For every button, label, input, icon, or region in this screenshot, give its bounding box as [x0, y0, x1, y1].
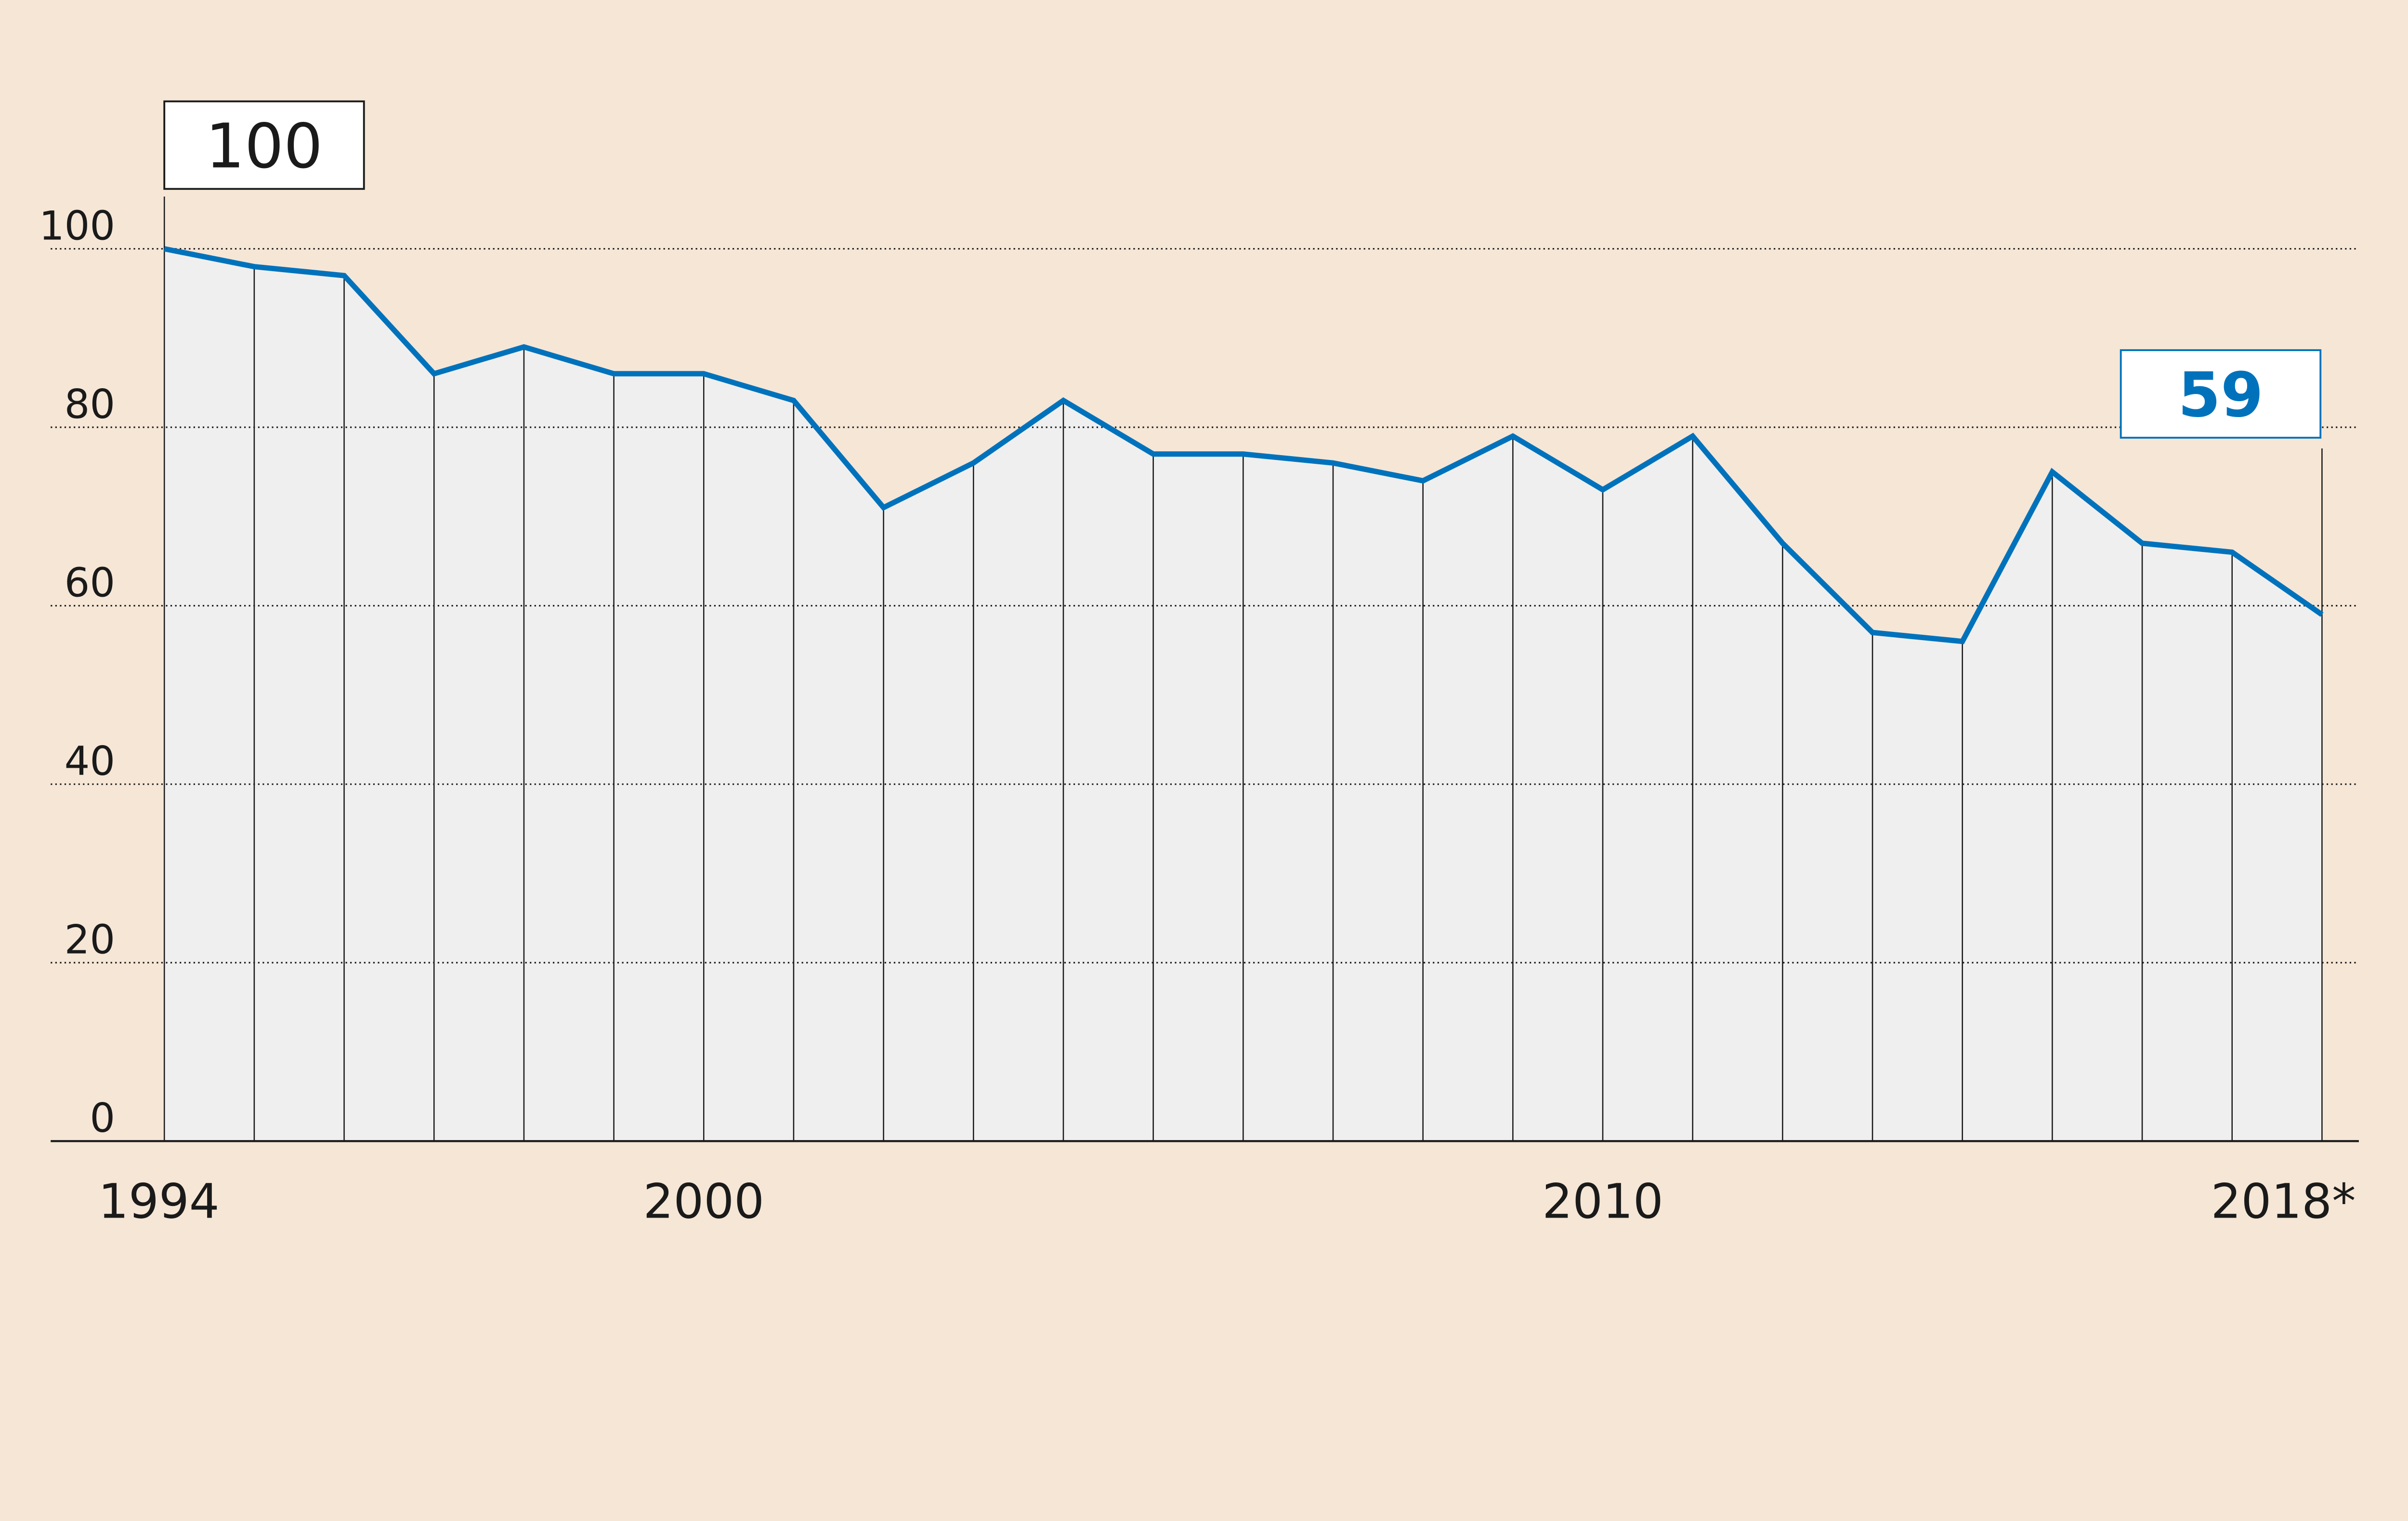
y-tick-label: 0	[90, 1095, 115, 1141]
y-tick-label: 60	[65, 560, 115, 606]
x-tick-label: 2010	[1542, 1174, 1663, 1230]
annotation-label-end: 59	[2178, 360, 2264, 431]
y-tick-label: 100	[39, 202, 115, 249]
y-tick-label: 20	[65, 917, 115, 963]
year-dividers	[163, 197, 2323, 1141]
x-tick-label: 1994	[98, 1174, 220, 1230]
x-tick-label: 2000	[643, 1174, 764, 1230]
x-tick-label: 2018*	[2211, 1174, 2356, 1230]
annotation-label-start: 100	[206, 111, 323, 183]
annotation-box-end	[2120, 349, 2322, 439]
data-line	[164, 246, 2324, 644]
x-axis-ticks: 1994 2000 2010 2018*	[98, 1174, 2356, 1230]
line-area-chart: 0 20 40 60 80 100 1994 2000 2010 2018* 100 59	[39, 100, 2359, 1230]
annotations: 100 59	[163, 100, 2322, 439]
y-axis-ticks: 0 20 40 60 80 100	[39, 202, 115, 1141]
annotation-box-start	[163, 100, 365, 190]
y-tick-label: 40	[65, 738, 115, 785]
y-tick-label: 80	[65, 381, 115, 428]
